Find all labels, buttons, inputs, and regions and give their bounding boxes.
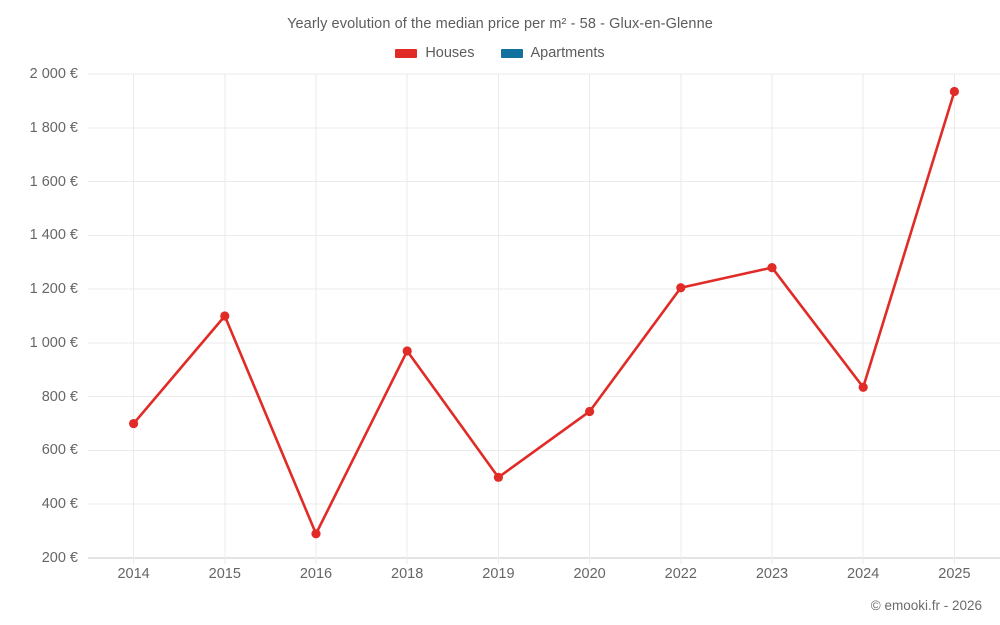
y-axis-tick-label: 400 € bbox=[41, 496, 78, 513]
chart-gridlines bbox=[88, 73, 1000, 564]
x-axis-tick-label: 2018 bbox=[391, 566, 424, 582]
y-axis-tick-label: 1 800 € bbox=[29, 119, 78, 136]
legend-label-houses: Houses bbox=[425, 45, 475, 61]
legend-swatch-apartments bbox=[500, 48, 523, 58]
data-point[interactable] bbox=[493, 472, 503, 482]
x-axis-tick-label: 2020 bbox=[573, 566, 606, 582]
data-point[interactable] bbox=[311, 529, 321, 539]
chart-legend: Houses Apartments bbox=[0, 45, 1000, 61]
legend-label-apartments: Apartments bbox=[530, 45, 605, 61]
legend-swatch-houses bbox=[395, 48, 418, 58]
plot-area bbox=[88, 73, 1000, 564]
data-point[interactable] bbox=[767, 263, 777, 273]
legend-item-apartments[interactable]: Apartments bbox=[500, 45, 605, 61]
data-point[interactable] bbox=[676, 283, 686, 293]
chart-title: Yearly evolution of the median price per… bbox=[287, 16, 713, 32]
series-line-houses bbox=[132, 90, 956, 536]
data-point[interactable] bbox=[402, 346, 412, 356]
x-axis-tick-label: 2016 bbox=[299, 566, 333, 582]
x-axis-tick-label: 2015 bbox=[208, 566, 241, 582]
y-axis-tick-label: 2 000 € bbox=[29, 66, 78, 82]
y-axis-tick-label: 1 400 € bbox=[29, 227, 78, 244]
data-point[interactable] bbox=[949, 86, 960, 97]
x-axis-tick-label: 2024 bbox=[847, 566, 880, 582]
y-axis-tick-label: 1 200 € bbox=[29, 281, 78, 298]
legend-item-houses[interactable]: Houses bbox=[395, 45, 475, 61]
x-axis-tick-label: 2014 bbox=[117, 566, 150, 582]
data-point[interactable] bbox=[220, 311, 230, 321]
x-axis-tick-label: 2025 bbox=[938, 566, 971, 582]
y-axis-tick-label: 200 € bbox=[41, 550, 78, 566]
y-axis-tick-label: 800 € bbox=[41, 388, 78, 405]
y-axis-tick-label: 1 000 € bbox=[29, 334, 78, 351]
data-point[interactable] bbox=[858, 382, 868, 392]
data-point[interactable] bbox=[129, 418, 139, 429]
footer-credit: © emooki.fr - 2026 bbox=[870, 598, 982, 613]
chart-series-layer bbox=[129, 86, 960, 539]
y-axis-tick-label: 1 600 € bbox=[29, 173, 78, 190]
y-axis-tick-label: 600 € bbox=[41, 442, 78, 459]
x-axis-tick-label: 2022 bbox=[664, 566, 697, 582]
x-axis-tick-label: 2023 bbox=[755, 566, 789, 582]
data-point[interactable] bbox=[585, 406, 595, 417]
x-axis-tick-label: 2019 bbox=[482, 566, 515, 582]
